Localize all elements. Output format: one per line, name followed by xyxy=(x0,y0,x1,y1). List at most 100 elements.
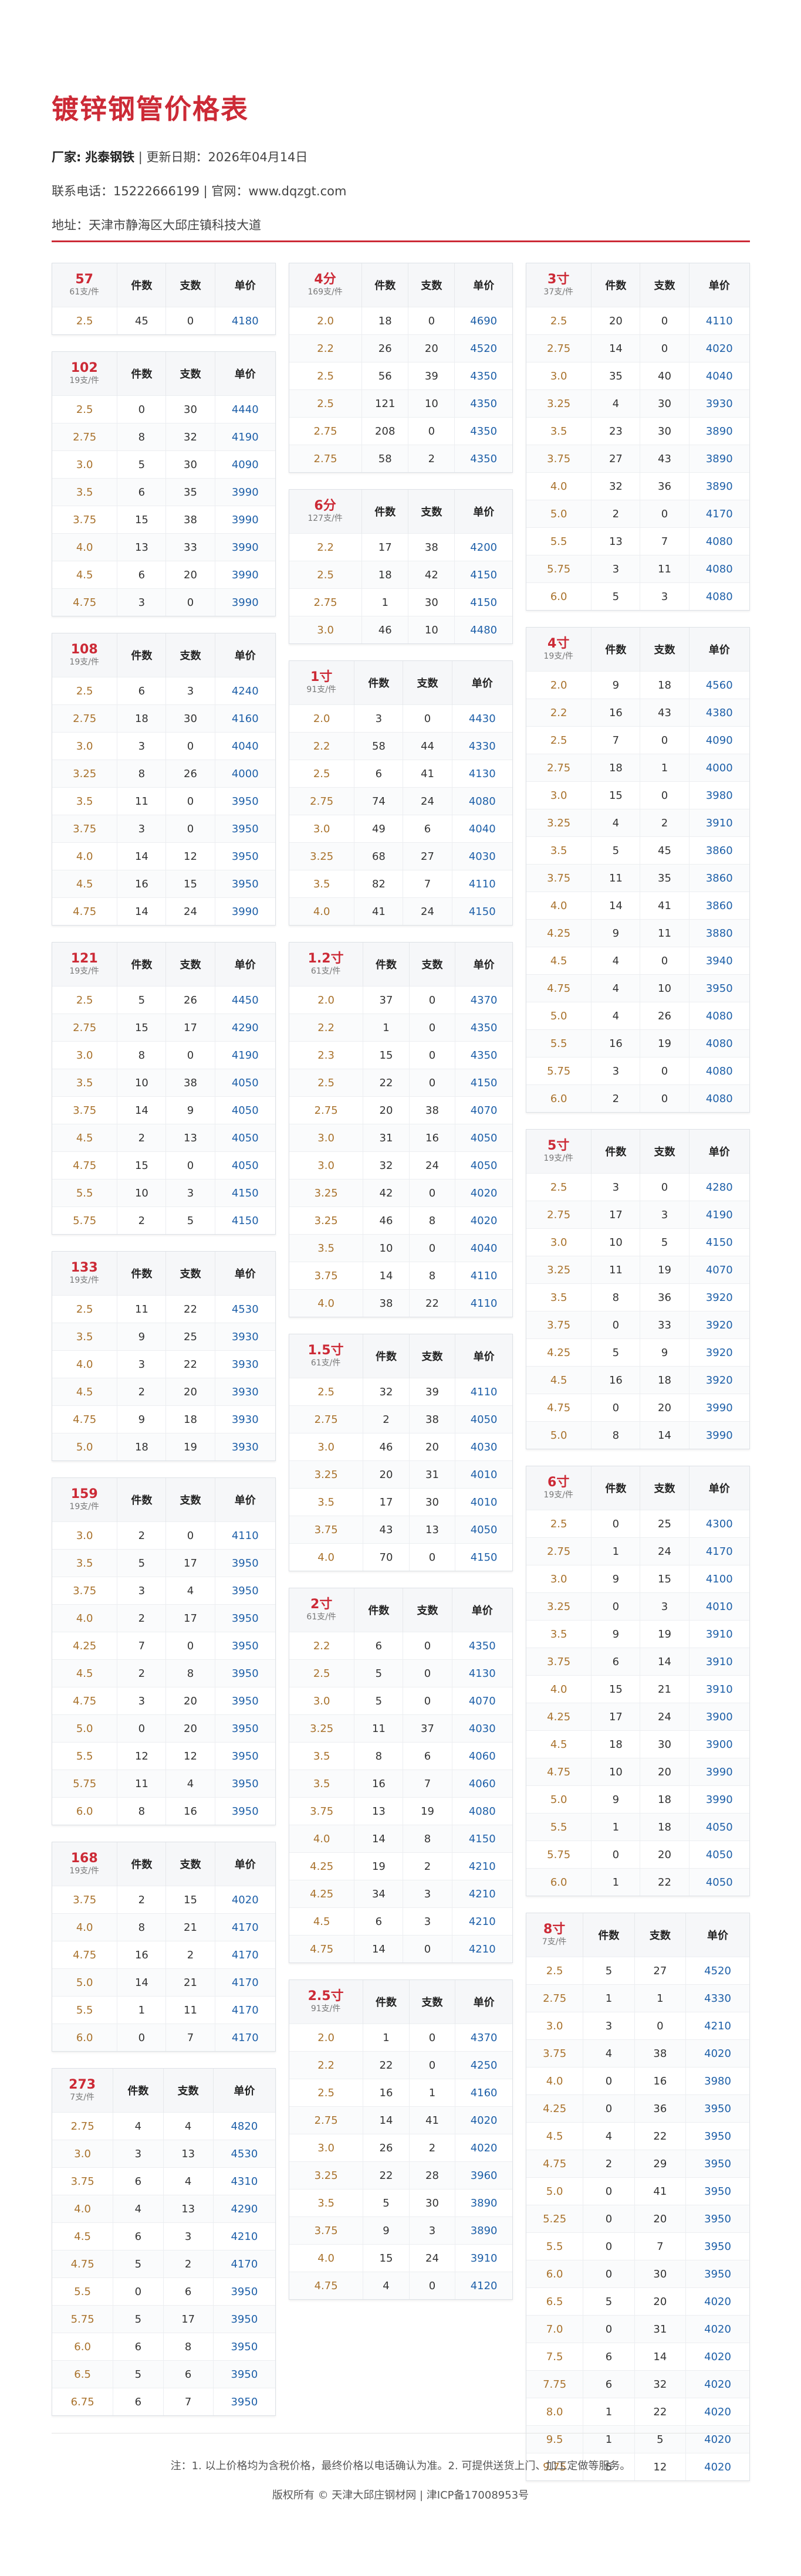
table-row: 4.0 15 21 3910 xyxy=(526,1675,749,1703)
thickness-cell: 6.5 xyxy=(526,2287,584,2316)
pieces-cell: 5 xyxy=(634,2425,687,2453)
thickness-cell: 4.0 xyxy=(289,1543,364,1571)
table-row: 3.5 5 45 3860 xyxy=(526,836,749,865)
table-row: 4.0 70 0 4150 xyxy=(289,1543,512,1571)
pieces-cell: 21 xyxy=(165,1968,215,1997)
table-row: 2.75 4 4 4820 xyxy=(52,2112,275,2140)
count-cell: 1 xyxy=(591,1537,641,1565)
pieces-cell: 22 xyxy=(634,2122,687,2150)
thickness-cell: 3.5 xyxy=(289,2189,364,2217)
spec-per-bundle: 19支/件 xyxy=(543,652,573,661)
count-cell: 9 xyxy=(591,1565,641,1593)
count-cell: 1 xyxy=(583,1984,635,2012)
pieces-cell: 19 xyxy=(403,1797,452,1825)
table-row: 5.5 10 3 4150 xyxy=(52,1179,275,1207)
table-row: 3.0 46 10 4480 xyxy=(289,616,512,643)
thickness-cell: 2.5 xyxy=(289,561,363,589)
table-row: 2.75 2 38 4050 xyxy=(289,1405,512,1433)
count-cell: 4 xyxy=(591,389,641,418)
table-row: 4.5 16 18 3920 xyxy=(526,1366,749,1394)
table-row: 4.0 0 16 3980 xyxy=(526,2067,749,2095)
price-cell: 4530 xyxy=(213,2140,275,2168)
price-cell: 4820 xyxy=(213,2112,275,2140)
pieces-cell: 0 xyxy=(409,1543,456,1571)
table-row: 2.2 17 38 4200 xyxy=(289,533,512,561)
spec-per-bundle: 61支/件 xyxy=(310,967,341,976)
count-cell: 19 xyxy=(354,1852,404,1880)
price-cell: 4560 xyxy=(689,671,749,699)
spec-table: 168 19支/件 件数 支数 单价 3.75 2 15 4020 4.0 8 21 4170 4.75 1… xyxy=(52,1842,275,2051)
thickness-cell: 5.75 xyxy=(526,1057,592,1085)
price-cell: 3900 xyxy=(689,1730,749,1758)
thickness-cell: 4.0 xyxy=(289,1825,355,1853)
pieces-cell: 12 xyxy=(165,1742,215,1770)
thickness-cell: 2.75 xyxy=(52,704,118,733)
table-row: 3.0 35 40 4040 xyxy=(526,362,749,390)
table-row: 5.75 3 0 4080 xyxy=(526,1057,749,1085)
thickness-cell: 2.0 xyxy=(289,307,363,335)
spec-table-card: 57 61支/件 件数 支数 单价 2.5 45 0 4180 xyxy=(52,263,276,335)
pieces-cell: 14 xyxy=(640,1421,690,1449)
count-cell: 9 xyxy=(117,1405,167,1433)
spec-table: 1.2寸 61支/件 件数 支数 单价 2.0 37 0 4370 2.2 1 0 4350 2.3 15 0… xyxy=(289,943,512,1317)
count-cell: 6 xyxy=(591,1648,641,1676)
spec-table-card: 133 19支/件 件数 支数 单价 2.5 11 22 4530 3.5 9 25 3930 4.0 3 2… xyxy=(52,1251,276,1461)
price-header: 单价 xyxy=(452,661,512,705)
spec-table: 2.5寸 91支/件 件数 支数 单价 2.0 1 0 4370 2.2 22 0 4250 2.5 16 1… xyxy=(289,1980,512,2299)
table-row: 2.5 6 41 4130 xyxy=(289,760,512,788)
thickness-cell: 7.5 xyxy=(526,2343,584,2371)
thickness-cell: 3.75 xyxy=(52,2167,114,2195)
price-cell: 4020 xyxy=(685,2453,749,2480)
count-cell: 16 xyxy=(354,1770,404,1798)
thickness-cell: 4.25 xyxy=(526,1338,592,1367)
pieces-cell: 20 xyxy=(165,1687,215,1715)
thickness-cell: 3.75 xyxy=(526,1648,592,1676)
count-cell: 16 xyxy=(363,2079,410,2107)
price-cell: 4150 xyxy=(454,588,512,616)
thickness-cell: 3.0 xyxy=(289,1151,364,1179)
thickness-cell: 5.5 xyxy=(526,1029,592,1057)
thickness-cell: 4.75 xyxy=(52,1687,118,1715)
price-cell: 4060 xyxy=(452,1770,512,1798)
price-cell: 3920 xyxy=(689,1338,749,1367)
manufacturer-line: 厂家: 兆泰钢铁 | 更新日期：2026年04月14日 xyxy=(52,148,750,165)
thickness-cell: 4.0 xyxy=(52,2195,114,2223)
count-cell: 4 xyxy=(583,2039,635,2067)
spec-table: 1寸 91支/件 件数 支数 单价 2.0 3 0 4430 2.2 58 44 4330 2.5 6 41 4… xyxy=(289,661,512,925)
thickness-cell: 4.25 xyxy=(526,2094,584,2123)
thickness-cell: 3.5 xyxy=(289,1234,364,1262)
price-cell: 4290 xyxy=(215,1014,275,1042)
count-cell: 3 xyxy=(591,1057,641,1085)
pieces-cell: 6 xyxy=(403,1742,452,1770)
spec-header: 4分 169支/件 xyxy=(289,263,363,307)
price-cell: 3920 xyxy=(689,1311,749,1339)
price-cell: 4070 xyxy=(455,1096,512,1124)
spec-table: 3寸 37支/件 件数 支数 单价 2.5 20 0 4110 2.75 14 0 4020 3.0 35 4… xyxy=(526,263,749,610)
thickness-cell: 2.2 xyxy=(526,699,592,727)
table-row: 4.0 38 22 4110 xyxy=(289,1289,512,1317)
count-cell: 18 xyxy=(361,307,409,335)
price-cell: 4040 xyxy=(452,815,512,843)
pieces-cell: 3 xyxy=(640,582,690,610)
table-row: 3.5 10 38 4050 xyxy=(52,1069,275,1097)
thickness-cell: 6.0 xyxy=(52,2023,118,2051)
pieces-cell: 0 xyxy=(409,986,456,1014)
spec-name: 6分 xyxy=(314,499,336,513)
price-cell: 4150 xyxy=(689,1228,749,1256)
thickness-cell: 2.5 xyxy=(289,760,355,788)
count-cell: 11 xyxy=(117,1295,167,1323)
thickness-cell: 4.75 xyxy=(526,1758,592,1786)
table-row: 2.5 18 42 4150 xyxy=(289,561,512,589)
price-cell: 4380 xyxy=(689,699,749,727)
spec-table-card: 121 19支/件 件数 支数 单价 2.5 5 26 4450 2.75 15 17 4290 3.0 8… xyxy=(52,942,276,1235)
count-cell: 4 xyxy=(583,2122,635,2150)
price-cell: 4020 xyxy=(685,2425,749,2453)
pieces-cell: 41 xyxy=(403,760,452,788)
price-cell: 3950 xyxy=(685,2094,749,2123)
price-cell: 4080 xyxy=(689,555,749,583)
thickness-cell: 3.0 xyxy=(289,1124,364,1152)
spec-table-card: 1.2寸 61支/件 件数 支数 单价 2.0 37 0 4370 2.2 1 0 4350 2.3 15 0… xyxy=(289,942,513,1317)
thickness-cell: 4.75 xyxy=(289,1935,355,1962)
count-cell: 14 xyxy=(363,2106,410,2134)
spec-name: 108 xyxy=(70,642,98,657)
